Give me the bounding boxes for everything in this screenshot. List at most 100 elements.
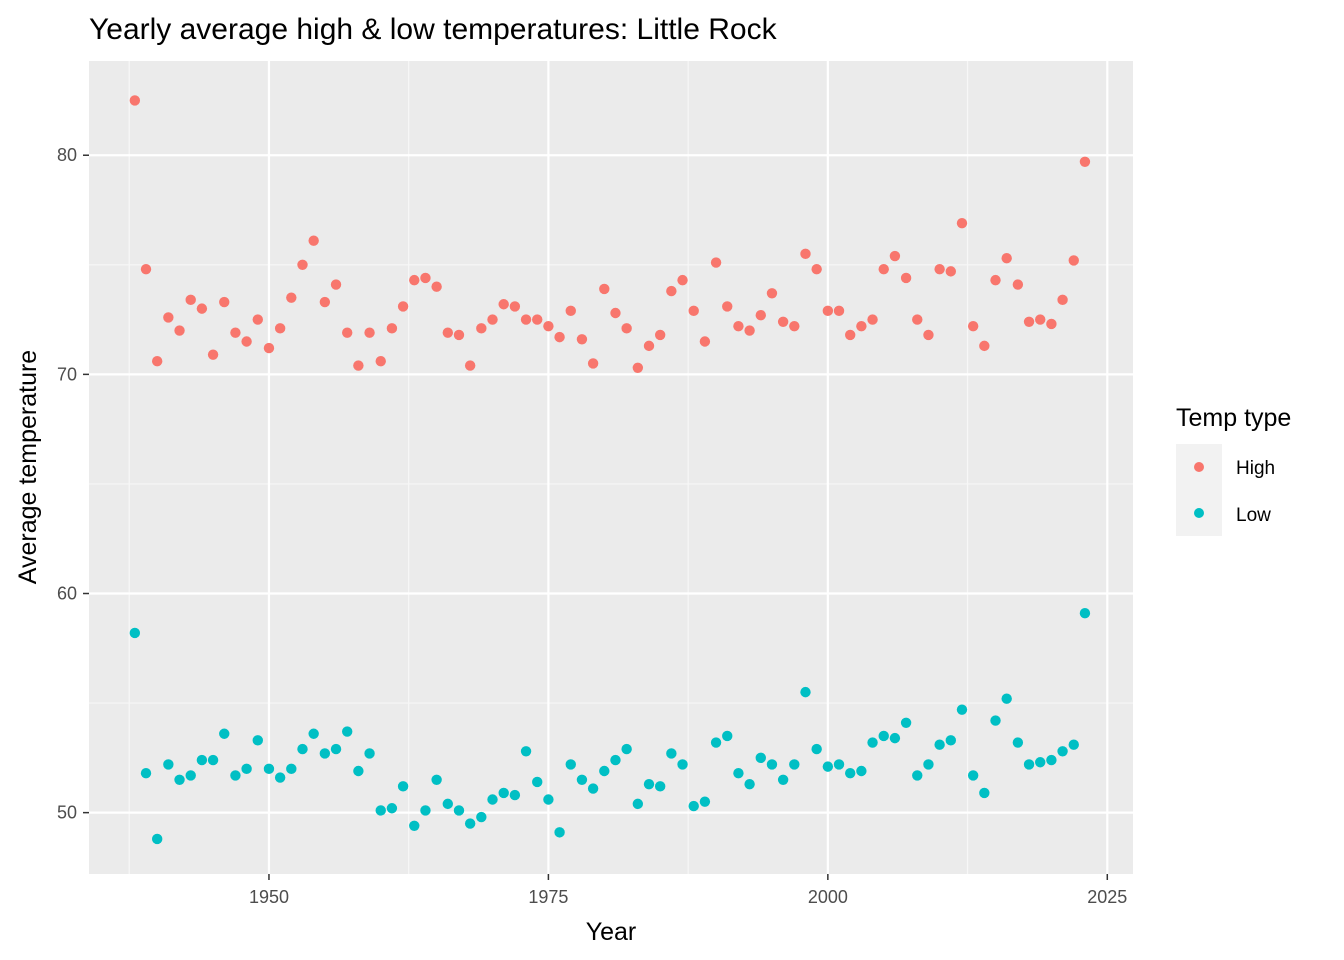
point-low xyxy=(677,759,688,770)
point-low xyxy=(587,783,599,794)
point-low xyxy=(308,728,319,739)
point-low xyxy=(1046,754,1057,766)
point-low xyxy=(923,759,934,770)
point-low xyxy=(733,767,744,779)
point-high xyxy=(476,323,487,334)
point-high xyxy=(330,279,342,290)
point-high xyxy=(666,285,677,297)
data-points xyxy=(129,95,1091,845)
point-low xyxy=(722,730,733,742)
point-high xyxy=(1012,279,1024,290)
point-high xyxy=(241,336,252,347)
point-high xyxy=(453,329,465,341)
point-low xyxy=(252,735,263,746)
legend-label-high: High xyxy=(1236,458,1275,479)
x-axis: 1950 1975 2000 2025 xyxy=(249,874,1127,907)
point-high xyxy=(587,358,599,369)
point-high xyxy=(990,274,1001,286)
point-high xyxy=(912,314,923,325)
point-low xyxy=(185,770,196,781)
point-low xyxy=(330,743,342,755)
point-low xyxy=(509,789,521,801)
point-high xyxy=(755,309,766,321)
point-high xyxy=(509,301,521,312)
point-low xyxy=(599,765,610,777)
point-low xyxy=(565,759,576,770)
point-low xyxy=(554,827,565,838)
point-high xyxy=(1046,318,1057,330)
y-tick-label: 70 xyxy=(57,364,77,384)
point-low xyxy=(867,737,878,748)
point-low xyxy=(654,781,666,792)
point-high xyxy=(274,323,286,334)
point-high xyxy=(431,281,442,292)
point-low xyxy=(207,754,219,766)
point-high xyxy=(185,294,196,306)
point-high xyxy=(766,288,778,299)
point-low xyxy=(464,818,476,829)
point-low xyxy=(364,748,375,759)
point-low xyxy=(520,746,532,757)
y-tick-label: 80 xyxy=(57,145,77,165)
point-high xyxy=(789,320,800,332)
point-high xyxy=(464,360,476,371)
point-high xyxy=(1035,314,1046,325)
point-high xyxy=(409,274,420,286)
point-high xyxy=(878,263,889,275)
grid-major xyxy=(89,61,1133,874)
point-low xyxy=(431,774,442,785)
point-low xyxy=(755,752,766,764)
point-low xyxy=(956,704,968,715)
point-low xyxy=(129,627,141,639)
point-low xyxy=(643,778,655,790)
point-high xyxy=(375,356,386,367)
point-high xyxy=(833,305,845,317)
chart-title: Yearly average high & low temperatures: … xyxy=(89,13,778,46)
point-high xyxy=(442,327,454,338)
point-low xyxy=(777,774,789,785)
point-high xyxy=(1001,253,1012,264)
point-high xyxy=(889,250,901,262)
point-low xyxy=(409,820,420,831)
point-low xyxy=(912,770,923,781)
point-low xyxy=(856,765,867,777)
point-high xyxy=(733,320,744,332)
point-high xyxy=(900,272,912,284)
point-low xyxy=(576,774,588,785)
point-low xyxy=(174,774,185,785)
point-low xyxy=(766,759,778,770)
point-low xyxy=(353,765,364,777)
point-high xyxy=(677,274,688,286)
point-low xyxy=(811,743,822,755)
point-low xyxy=(934,739,945,750)
y-tick-label: 50 xyxy=(57,803,77,823)
point-high xyxy=(979,340,990,352)
point-high xyxy=(1023,316,1035,327)
point-high xyxy=(632,362,644,373)
point-high xyxy=(163,312,174,323)
point-high xyxy=(934,263,945,275)
point-low xyxy=(476,811,487,823)
point-high xyxy=(532,314,543,325)
point-low xyxy=(319,748,331,759)
x-axis-title: Year xyxy=(586,918,637,946)
point-low xyxy=(297,743,308,755)
point-high xyxy=(129,95,141,106)
point-high xyxy=(263,342,275,354)
point-low xyxy=(990,715,1001,726)
plot-panel xyxy=(89,61,1133,874)
point-low xyxy=(800,686,811,698)
point-low xyxy=(241,763,252,775)
point-high xyxy=(196,303,208,314)
point-low xyxy=(1012,737,1024,748)
point-low xyxy=(140,767,152,779)
point-high xyxy=(308,235,319,246)
y-tick-label: 60 xyxy=(57,584,77,604)
point-low xyxy=(420,805,431,816)
point-high xyxy=(710,257,722,268)
point-high xyxy=(643,340,655,352)
point-high xyxy=(599,283,610,295)
point-low xyxy=(666,748,677,759)
point-high xyxy=(319,296,331,308)
point-high xyxy=(699,336,711,347)
